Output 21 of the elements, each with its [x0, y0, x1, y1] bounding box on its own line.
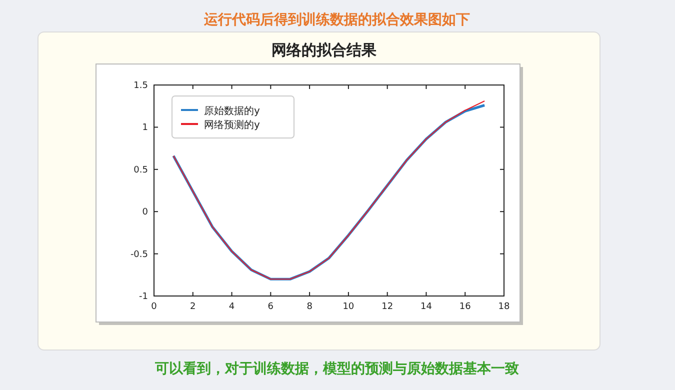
chart-title: 网络的拟合结果: [272, 41, 378, 59]
x-tick-label: 16: [459, 302, 472, 312]
x-tick-label: 0: [151, 302, 158, 312]
legend-label: 原始数据的y: [204, 105, 260, 117]
x-tick-label: 6: [268, 302, 274, 312]
x-tick-label: 4: [228, 302, 235, 312]
text: 运行代码后得到训练数据的拟合效果图如下: [203, 11, 470, 28]
y-tick-label: 0.5: [134, 165, 148, 176]
y-tick-label: 0: [142, 208, 148, 218]
y-tick-label: -1: [139, 292, 148, 302]
x-tick-label: 12: [382, 302, 394, 312]
y-tick-label: 1: [142, 123, 148, 134]
legend-label: 网络预测的y: [204, 119, 260, 131]
y-tick-label: 1.5: [134, 81, 148, 91]
text: 可以看到，对于训练数据，模型的预测与原始数据基本一致: [154, 360, 519, 377]
x-tick-label: 2: [190, 302, 196, 312]
x-tick-label: 10: [342, 302, 354, 312]
x-tick-label: 14: [420, 302, 432, 312]
x-tick-label: 18: [498, 302, 510, 312]
y-tick-label: -0.5: [130, 250, 148, 260]
x-tick-label: 8: [306, 302, 313, 312]
